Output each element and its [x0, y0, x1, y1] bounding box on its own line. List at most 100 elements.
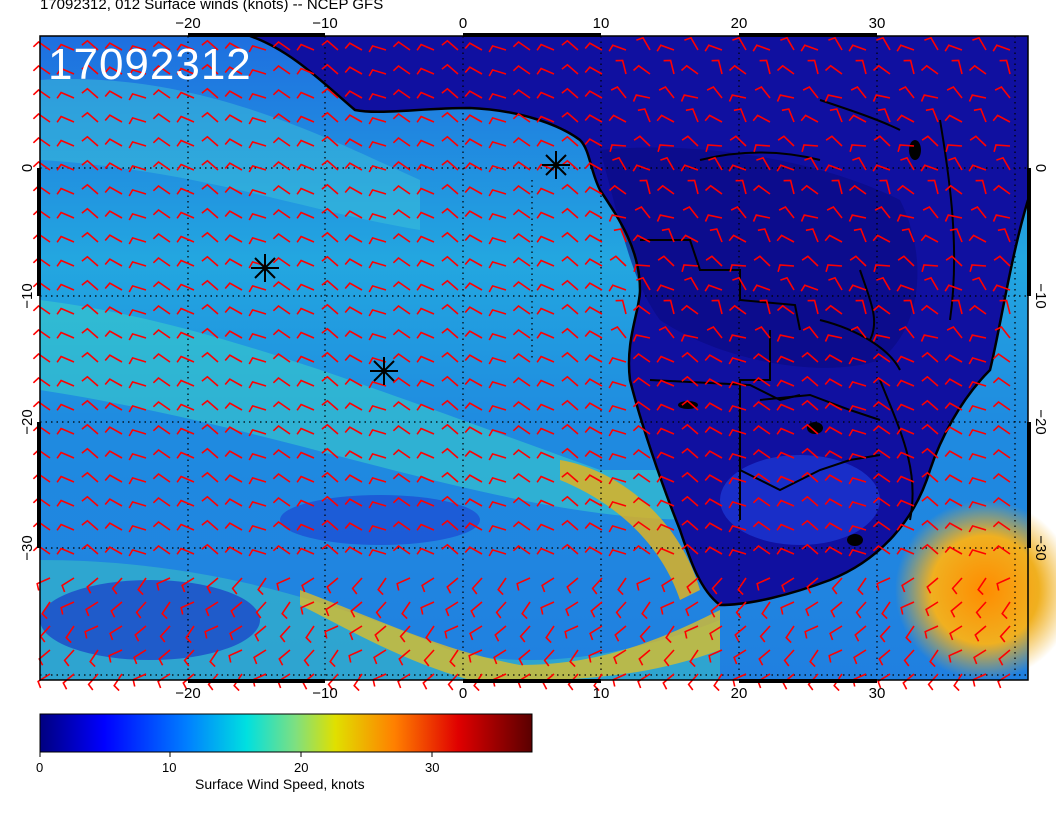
- wind-barb: [272, 328, 291, 339]
- wind-barb: [536, 475, 555, 483]
- wind-barb: [488, 380, 507, 389]
- wind-barb: [759, 625, 771, 643]
- wind-barb: [728, 404, 747, 413]
- wind-barb: [728, 452, 747, 461]
- wind-barb: [392, 520, 411, 531]
- wind-barb: [855, 299, 867, 315]
- wind-barb: [152, 400, 171, 411]
- wind-barb: [32, 64, 51, 75]
- wind-barb: [224, 426, 243, 435]
- wind-barb: [416, 307, 435, 315]
- wind-barb: [81, 135, 99, 147]
- wind-barb: [321, 399, 339, 411]
- equatorial-band: [40, 79, 420, 230]
- wind-barb: [680, 94, 699, 102]
- wind-barb: [56, 163, 75, 171]
- wind-barb: [848, 184, 867, 195]
- wind-barb: [296, 307, 315, 315]
- wind-barb: [62, 673, 75, 690]
- wind-barb: [920, 334, 939, 342]
- wind-barb: [639, 625, 651, 643]
- wind-barb: [925, 108, 939, 123]
- wind-barb: [272, 304, 291, 315]
- wind-barb: [441, 183, 459, 195]
- wind-barb: [735, 601, 747, 619]
- wind-barb: [881, 601, 891, 620]
- wind-barb: [56, 379, 75, 387]
- wind-barb: [848, 428, 867, 437]
- wind-barb: [872, 376, 891, 387]
- wind-barb: [416, 451, 435, 459]
- wind-barb: [248, 236, 267, 245]
- wind-barb: [831, 577, 843, 595]
- wind-barb: [945, 144, 963, 153]
- wind-barb: [368, 92, 387, 101]
- wind-barb: [152, 520, 171, 531]
- lat-labels-left: 0 −10 −20 −30: [19, 164, 36, 561]
- wind-barb: [561, 543, 579, 555]
- wind-barb: [848, 284, 867, 292]
- wind-barb: [104, 258, 123, 267]
- wind-barb: [224, 474, 243, 483]
- wind-barb: [201, 447, 219, 459]
- wind-barb: [921, 351, 939, 363]
- wind-barb: [104, 546, 123, 555]
- wind-barb: [464, 354, 483, 363]
- wind-barb: [848, 500, 867, 509]
- wind-barb: [324, 625, 339, 639]
- wind-barb: [81, 63, 99, 75]
- wind-barb: [608, 404, 627, 413]
- wind-barb: [272, 544, 291, 555]
- wind-barb: [368, 260, 387, 269]
- wind-barb: [737, 577, 747, 596]
- wind-barb: [658, 325, 675, 339]
- wind-barb: [56, 307, 75, 315]
- wind-barb: [897, 144, 915, 153]
- wind-barb: [248, 404, 267, 413]
- wind-barb: [608, 356, 627, 365]
- wind-barb: [303, 649, 315, 667]
- wind-barb: [497, 577, 507, 596]
- wind-barb: [201, 87, 219, 99]
- wind-barb: [321, 471, 339, 483]
- wind-barb: [708, 649, 723, 663]
- wind-barb: [392, 64, 411, 75]
- frame-scale-right: [1027, 168, 1031, 548]
- wind-barb: [873, 264, 891, 273]
- wind-barb: [201, 495, 219, 507]
- wind-barb: [997, 673, 1011, 689]
- wind-barb: [468, 649, 483, 663]
- wind-barb: [61, 577, 75, 593]
- wind-barb: [56, 475, 75, 483]
- wind-barb: [993, 144, 1011, 153]
- wind-barb: [536, 43, 555, 51]
- wind-barb: [536, 355, 555, 363]
- wind-barb: [201, 423, 219, 435]
- wind-barb: [441, 423, 459, 435]
- star-marker: [370, 357, 398, 385]
- wind-barb: [968, 64, 987, 75]
- wind-barb: [872, 472, 891, 483]
- wind-barb: [661, 577, 675, 593]
- wind-barb: [416, 379, 435, 387]
- wind-barb: [632, 472, 651, 483]
- wind-barb: [488, 236, 507, 245]
- wind-barb: [825, 135, 843, 147]
- wind-barb: [512, 112, 531, 123]
- wind-barb: [512, 304, 531, 315]
- wind-barb: [473, 673, 483, 692]
- wind-barb: [521, 601, 531, 620]
- wind-barb: [944, 378, 963, 387]
- wind-barb: [999, 59, 1011, 75]
- wind-barb: [325, 601, 339, 617]
- wind-barb: [950, 601, 963, 618]
- wind-barb: [56, 235, 75, 243]
- wind-barb: [994, 325, 1011, 339]
- wind-barb: [416, 259, 435, 267]
- wind-barb: [949, 625, 963, 641]
- wind-barb: [296, 91, 315, 99]
- wind-barb: [272, 400, 291, 411]
- wind-barb: [632, 94, 651, 102]
- wind-barb: [848, 476, 867, 485]
- wind-barb: [81, 255, 99, 267]
